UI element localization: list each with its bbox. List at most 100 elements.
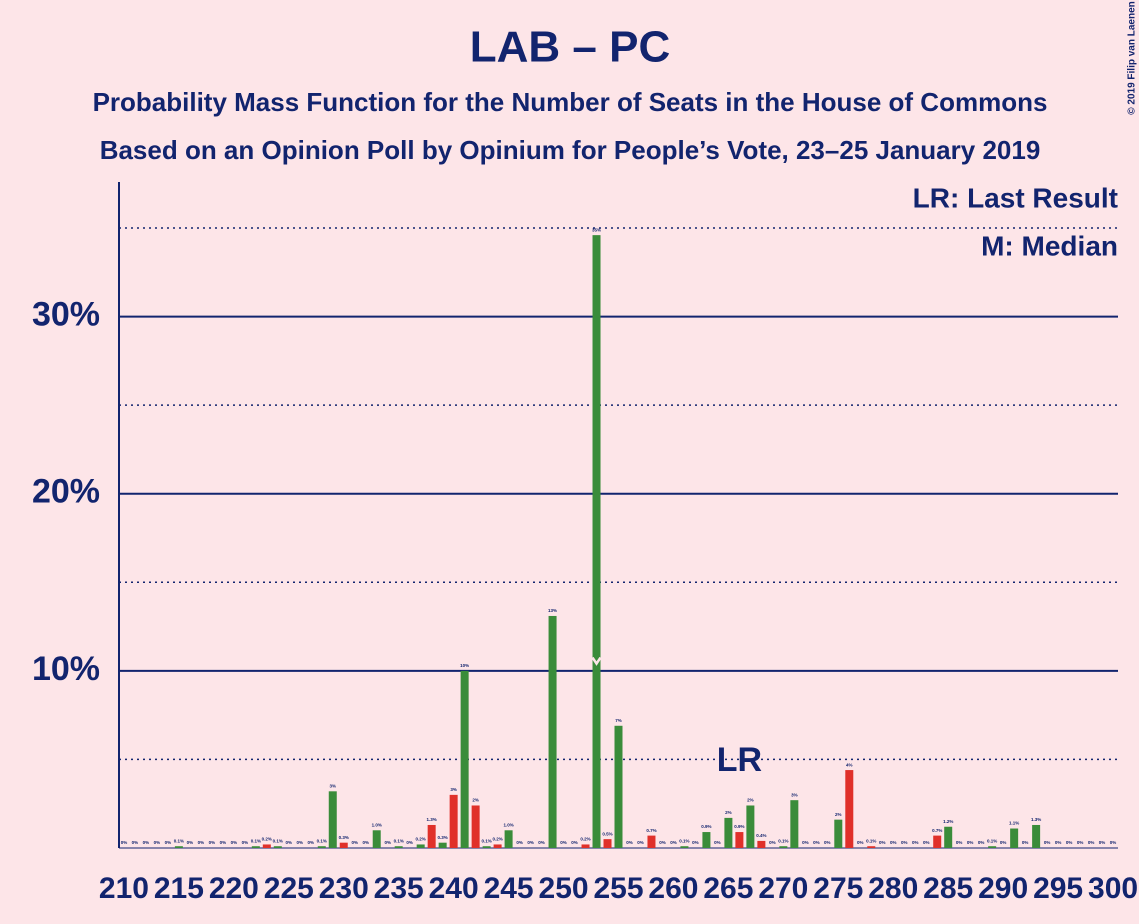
x-tick-label: 275 (813, 872, 863, 905)
x-tick-label: 240 (429, 872, 479, 905)
data-label: 0% (912, 840, 919, 845)
data-label: 0% (286, 840, 293, 845)
data-label: 0% (813, 840, 820, 845)
x-tick-label: 220 (209, 872, 259, 905)
x-tick-label: 270 (758, 872, 808, 905)
last-result-label: LR (717, 741, 762, 779)
data-label: 0% (165, 840, 172, 845)
data-label: 1.0% (372, 822, 382, 827)
legend-entry: LR: Last Result (913, 182, 1118, 213)
data-label: 0% (956, 840, 963, 845)
data-label: 10% (460, 663, 469, 668)
bar (988, 846, 997, 848)
data-label: 2% (472, 798, 479, 803)
bar (262, 844, 271, 848)
data-label: 0% (560, 840, 567, 845)
bar (614, 725, 623, 848)
data-label: 0% (121, 840, 128, 845)
bar (592, 235, 601, 848)
bar (471, 805, 480, 848)
data-label: 0.7% (932, 828, 942, 833)
data-label: 0% (198, 840, 205, 845)
x-tick-label: 230 (319, 872, 369, 905)
data-label: 0.3% (438, 835, 448, 840)
bar (339, 842, 348, 848)
data-label: 0% (297, 840, 304, 845)
data-label: 0% (209, 840, 216, 845)
data-label: 0.7% (646, 828, 656, 833)
x-tick-label: 265 (703, 872, 753, 905)
data-label: 0% (1110, 840, 1117, 845)
data-label: 0.1% (273, 838, 283, 843)
data-label: 0.1% (394, 838, 404, 843)
data-label: 0% (637, 840, 644, 845)
bar (449, 794, 458, 848)
bar (317, 846, 326, 848)
bar (416, 844, 425, 848)
chart-subtitle: Probability Mass Function for the Number… (93, 87, 1048, 117)
data-label: 0% (242, 840, 249, 845)
data-label: 0% (538, 840, 545, 845)
data-label: 0% (978, 840, 985, 845)
data-label: 0.1% (987, 838, 997, 843)
bar (581, 844, 590, 848)
data-label: 0% (1088, 840, 1095, 845)
data-label: 1.3% (427, 817, 437, 822)
x-tick-label: 245 (484, 872, 534, 905)
data-label: 0% (351, 840, 358, 845)
data-label: 0% (923, 840, 930, 845)
copyright: © 2019 Filip van Laenen (1127, 1, 1138, 115)
data-label: 0% (143, 840, 150, 845)
data-label: 0.1% (317, 838, 327, 843)
data-label: 0% (516, 840, 523, 845)
data-label: 0% (384, 840, 391, 845)
data-label: 3% (791, 792, 798, 797)
bar (493, 844, 502, 848)
data-label: 0% (187, 840, 194, 845)
data-label: 35% (592, 227, 601, 232)
data-label: 0% (308, 840, 315, 845)
data-label: 0% (714, 840, 721, 845)
bar (174, 846, 183, 848)
bar (647, 835, 656, 848)
data-label: 0.2% (492, 837, 502, 842)
bar (372, 830, 381, 848)
x-tick-label: 250 (539, 872, 589, 905)
bar (394, 846, 403, 848)
data-label: 0% (824, 840, 831, 845)
data-label: 0.2% (580, 837, 590, 842)
chart-title: LAB – PC (470, 23, 670, 72)
bar (724, 817, 733, 848)
data-label: 0% (1022, 840, 1029, 845)
bar (251, 846, 260, 848)
data-label: 0% (231, 840, 238, 845)
x-tick-label: 295 (1033, 872, 1083, 905)
bar (504, 830, 513, 848)
bar (746, 805, 755, 848)
data-label: 0.1% (174, 838, 184, 843)
x-tick-label: 235 (374, 872, 424, 905)
bar (779, 846, 788, 848)
data-label: 0.1% (778, 838, 788, 843)
data-label: 0% (802, 840, 809, 845)
data-label: 0% (769, 840, 776, 845)
bar (328, 791, 337, 848)
data-label: 0.9% (701, 824, 711, 829)
data-label: 0% (1000, 840, 1007, 845)
bar (757, 840, 766, 848)
data-label: 0% (220, 840, 227, 845)
legend-entry: M: Median (981, 230, 1118, 261)
bar (933, 835, 942, 848)
x-tick-label: 260 (648, 872, 698, 905)
data-label: 0.9% (734, 824, 744, 829)
y-tick-label: 10% (32, 650, 100, 688)
data-label: 0% (132, 840, 139, 845)
x-tick-label: 290 (978, 872, 1028, 905)
data-label: 2% (747, 798, 754, 803)
bar (680, 846, 689, 848)
data-label: 0% (1044, 840, 1051, 845)
bar (834, 819, 843, 848)
bar (460, 670, 469, 848)
data-label: 0% (1055, 840, 1062, 845)
